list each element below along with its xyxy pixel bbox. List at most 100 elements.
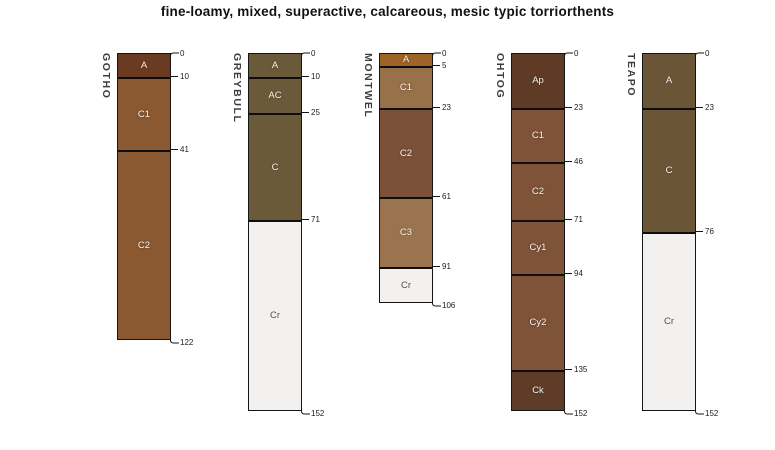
horizon-c3: C3 [380,197,432,267]
horizon-label: C1 [531,130,545,142]
depth-label: 25 [311,107,320,117]
depth-tick [433,195,440,197]
horizon-a: A [643,54,695,108]
depth-tick [171,148,178,150]
horizon-label: AC [268,90,282,102]
depth-label-top: 0 [442,49,447,58]
horizon-ck: Ck [512,370,564,410]
depth-tick-top [564,52,573,59]
depth-tick-bottom [301,408,310,415]
horizon-cr: Cr [249,220,301,410]
depth-tick-top [432,52,441,59]
horizon-label: C3 [399,227,413,239]
depth-tick-bottom [170,337,179,344]
horizon-c: C [643,108,695,232]
depth-label-bottom: 152 [574,408,588,418]
depth-label: 94 [574,268,583,278]
depth-label: 5 [442,60,447,70]
depth-label: 61 [442,191,451,201]
horizon-label: Cr [400,279,412,291]
depth-tick [565,272,572,274]
depth-label: 41 [180,144,189,154]
depth-label-bottom: 106 [442,300,456,310]
profile-bar: A C1 C2 C3 Cr [379,53,433,303]
horizon-cr: Cr [643,232,695,410]
depth-tick [433,64,440,66]
horizon-label: A [402,54,410,66]
profile-name-label: TEAPO [625,53,637,98]
horizon-ap: Ap [512,54,564,108]
horizon-c2: C2 [118,150,170,339]
horizon-c: C [249,113,301,220]
horizon-label: Cy2 [529,317,547,329]
depth-label-bottom: 122 [180,337,194,347]
depth-label: 71 [574,214,583,224]
depth-tick-bottom [432,300,441,307]
horizon-c1: C1 [512,108,564,162]
profile-name-label: GOTHO [100,53,112,100]
depth-tick-top [695,52,704,59]
horizon-label: C2 [531,186,545,198]
horizon-cy1: Cy1 [512,220,564,274]
depth-tick [433,265,440,267]
depth-label-top: 0 [311,49,316,58]
horizon-label: C2 [399,147,413,159]
depth-tick [696,230,703,232]
horizon-c2: C2 [512,162,564,220]
depth-tick [171,75,178,77]
depth-label-top: 0 [705,49,710,58]
horizon-label: C [271,161,279,173]
horizon-label: Cy1 [529,242,547,254]
depth-label: 10 [180,71,189,81]
horizon-label: C1 [137,108,151,120]
profile-name-label: GREYBULL [231,53,243,124]
depth-tick [433,106,440,108]
depth-tick [565,218,572,220]
depth-label: 23 [442,102,451,112]
horizon-label: C2 [137,239,151,251]
profile-name-label: OHTOG [494,53,506,100]
horizon-a: A [118,54,170,77]
horizon-label: C1 [399,82,413,94]
depth-label: 76 [705,226,714,236]
depth-tick [565,368,572,370]
horizon-label: A [140,59,148,71]
horizon-c2: C2 [380,108,432,197]
depth-tick [302,111,309,113]
depth-label: 23 [705,102,714,112]
depth-tick-bottom [564,408,573,415]
horizon-label: A [271,59,279,71]
depth-label: 46 [574,156,583,166]
horizon-cy2: Cy2 [512,274,564,370]
depth-label: 91 [442,261,451,271]
horizon-label: C [665,165,673,177]
depth-tick [565,106,572,108]
horizon-ac: AC [249,77,301,113]
horizon-label: A [665,75,673,87]
depth-tick [565,160,572,162]
depth-tick-top [170,52,179,59]
depth-tick [302,75,309,77]
depth-label-top: 0 [574,49,579,58]
chart-title: fine-loamy, mixed, superactive, calcareo… [160,4,615,19]
horizon-label: Ap [532,75,544,87]
horizon-a: A [249,54,301,77]
depth-tick [696,106,703,108]
depth-label: 23 [574,102,583,112]
depth-tick [302,218,309,220]
horizon-label: Ck [532,385,544,397]
profile-bar: A C1 C2 [117,53,171,340]
horizon-label: Cr [663,316,675,328]
depth-label: 71 [311,214,320,224]
depth-label-bottom: 152 [311,408,325,418]
depth-label-bottom: 152 [705,408,719,418]
depth-tick-top [301,52,310,59]
profile-bar: A C Cr [642,53,696,411]
depth-tick-bottom [695,408,704,415]
profile-bar: Ap C1 C2 Cy1 Cy2 Ck [511,53,565,411]
horizon-c1: C1 [380,66,432,108]
horizon-cr: Cr [380,267,432,302]
profile-bar: A AC C Cr [248,53,302,411]
horizon-a: A [380,54,432,66]
depth-label: 135 [574,364,588,374]
